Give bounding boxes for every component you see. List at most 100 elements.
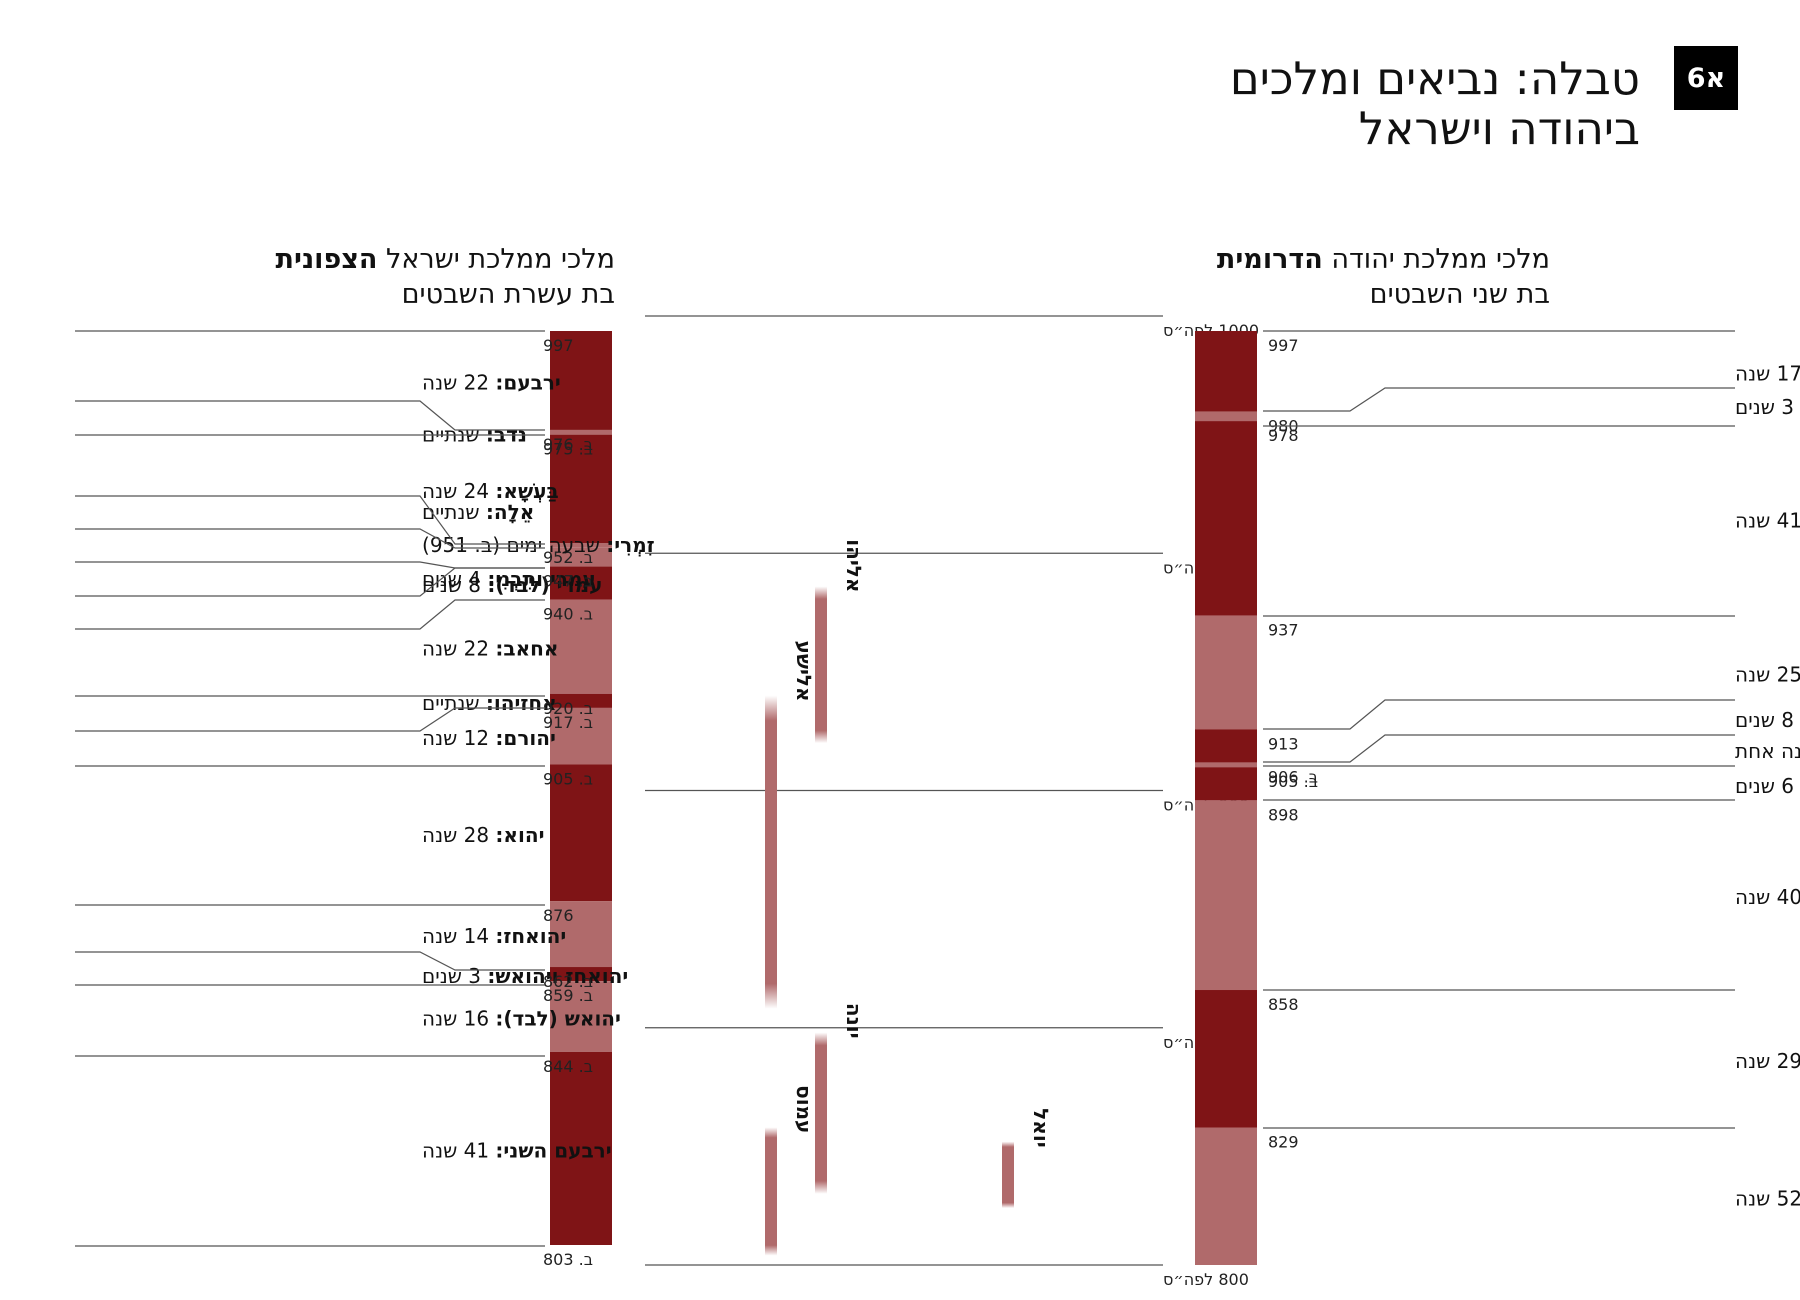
israel-king-label: זִמְרִי: שבעה ימים (ב. 951)	[422, 533, 655, 557]
israel-year-label: ב. 976	[543, 435, 593, 454]
israel-reign-bar	[550, 967, 612, 982]
year-tick-label: 800 לפה״ס	[1163, 1270, 1249, 1289]
prophet-bar	[765, 1127, 777, 1256]
prophet-label: אליהו	[842, 539, 866, 592]
israel-reign-bar	[550, 693, 612, 708]
judah-reign-bar	[1195, 800, 1257, 991]
israel-year-label: 997	[543, 336, 574, 355]
israel-reign-bar	[550, 599, 612, 694]
prophet-bar	[765, 695, 777, 1009]
israel-divider-line	[75, 528, 545, 549]
judah-year-label: 978	[1268, 426, 1299, 445]
title-line-2: ביהודה וישראל	[1358, 102, 1640, 155]
judah-reign-bar	[1195, 331, 1257, 412]
israel-year-label: ב. 920	[543, 699, 593, 718]
prophet-label: עמוס	[792, 1085, 816, 1133]
prophet-label: יואל	[1029, 1108, 1053, 1147]
israel-divider-line	[75, 567, 545, 597]
israel-reign-bar	[550, 566, 612, 600]
judah-year-label: 858	[1268, 995, 1299, 1014]
judah-king-label: המלכה עתליה: 6 שנים	[1735, 774, 1800, 798]
israel-king-label: יהוא: 28 שנה	[422, 823, 544, 847]
judah-king-label: אסא: 41 שנה	[1735, 508, 1800, 532]
israel-reign-bar	[550, 429, 612, 435]
israel-king-label: ירבעם: 22 שנה	[422, 370, 561, 394]
israel-king-label: בַּעְשָׁא: 24 שנה	[422, 479, 559, 503]
judah-king-label: אמציהו: 29 שנה	[1735, 1049, 1800, 1073]
israel-king-label: יהורם: 12 שנה	[422, 726, 556, 750]
prophet-bar	[1002, 1141, 1014, 1209]
israel-king-label: יהואחז: 14 שנה	[422, 924, 566, 948]
prophet-label: אלישע	[792, 641, 816, 702]
judah-year-label: 937	[1268, 620, 1299, 639]
judah-king-label: יהורם: 8 שנים	[1735, 708, 1800, 732]
judah-year-label: 997	[1268, 336, 1299, 355]
judah-king-label: רחבעם: 17 שנה	[1735, 361, 1800, 385]
page-title: טבלה: נביאים ומלכים ביהודה וישראל	[940, 54, 1640, 154]
judah-reign-bar	[1195, 729, 1257, 763]
chapter-badge: 6א	[1674, 46, 1738, 110]
israel-king-label: ירבעם השני: 41 שנה	[422, 1138, 612, 1162]
israel-reign-bar	[550, 707, 612, 765]
judah-king-label: יואש: 40 שנה	[1735, 885, 1800, 909]
israel-reign-bar	[550, 331, 612, 430]
israel-king-label: יהואש (לבד): 16 שנה	[422, 1007, 621, 1031]
prophet-label: יונה	[842, 1003, 866, 1039]
israel-year-label: ב. 862	[543, 972, 593, 991]
israel-year-label: ב. 859	[543, 986, 593, 1005]
judah-king-label: אחזיהו: שנה אחת	[1735, 739, 1800, 763]
israel-year-label: ב. 905	[543, 769, 593, 788]
israel-year-label: ב. 844	[543, 1057, 593, 1076]
judah-reign-bar	[1195, 762, 1257, 768]
israel-king-label: אחזיהו: שנתיים	[422, 691, 557, 715]
judah-king-label: יהושפט: 25 שנה	[1735, 662, 1800, 686]
prophet-bar	[815, 586, 827, 744]
israel-reign-bar	[550, 547, 612, 567]
judah-year-label: 898	[1268, 805, 1299, 824]
judah-year-label: ב. 905	[1268, 772, 1318, 791]
israel-header-line-2: בת עשרת השבטים	[401, 279, 615, 310]
israel-divider-line	[75, 400, 545, 431]
israel-reign-bar	[550, 764, 612, 902]
israel-kings-chart: ירבעם: 22 שנה 997 נדב: שנתיים ב. 976 בַּעְשָ…	[75, 330, 655, 1269]
judah-divider-line	[1263, 387, 1735, 412]
judah-divider-line	[1263, 734, 1735, 763]
judah-year-label: 913	[1268, 734, 1299, 753]
israel-king-label: עמרי ותִבְנִי: 4 שנים	[422, 567, 596, 591]
israel-divider-line	[75, 951, 545, 971]
israel-year-label: ב. 917	[543, 713, 593, 732]
israel-year-label: ב. 952	[543, 548, 593, 567]
israel-divider-line	[75, 707, 545, 732]
israel-divider-line	[75, 495, 545, 545]
israel-divider-line	[75, 599, 545, 630]
judah-king-label: עוזיהו (עזריה): 52 שנה	[1735, 1186, 1800, 1210]
judah-reign-bar	[1195, 1127, 1257, 1265]
israel-column-header: מלכי ממלכת ישראל הצפונית בת עשרת השבטים	[276, 242, 615, 312]
judah-reign-bar	[1195, 615, 1257, 730]
israel-year-label: ב. 940	[543, 605, 593, 624]
center-year-axis: 1000 לפה״ס950 לפה״ס900 לפה״ס850 לפה״ס800…	[645, 315, 1259, 1289]
israel-year-label: ב. 975	[543, 440, 593, 459]
israel-year-label: ב. 947	[543, 572, 593, 591]
israel-year-label: ב. 803	[543, 1250, 593, 1269]
israel-reign-bar	[550, 901, 612, 968]
judah-reign-bar	[1195, 421, 1257, 616]
judah-reign-bar	[1195, 411, 1257, 422]
judah-column-header: מלכי ממלכת יהודה הדרומית בת שני השבטים	[1217, 242, 1550, 312]
israel-king-label: אֵלָה: שנתיים	[422, 500, 534, 524]
judah-reign-bar	[1195, 990, 1257, 1128]
judah-header-line-1: מלכי ממלכת יהודה הדרומית	[1216, 244, 1550, 275]
judah-king-label: אביה (אֲבִיָּם): 3 שנים	[1735, 395, 1800, 419]
judah-divider-line	[1263, 699, 1735, 730]
israel-king-label: נדב: שנתיים	[422, 422, 527, 446]
title-line-1: טבלה: נביאים ומלכים	[1229, 52, 1640, 105]
israel-header-line-1: מלכי ממלכת ישראל הצפונית	[275, 244, 615, 275]
judah-year-label: 829	[1268, 1133, 1299, 1152]
israel-reign-bar	[550, 543, 612, 548]
israel-reign-bar	[550, 434, 612, 544]
judah-kings-chart: רחבעם: 17 שנה 997 אביה (אֲבִיָּם): 3 שנים 9…	[1195, 330, 1800, 1265]
israel-reign-bar	[550, 1051, 612, 1245]
israel-king-label: עמרי (לבד): 8 שנים	[422, 573, 602, 597]
israel-year-label: 876	[543, 906, 574, 925]
